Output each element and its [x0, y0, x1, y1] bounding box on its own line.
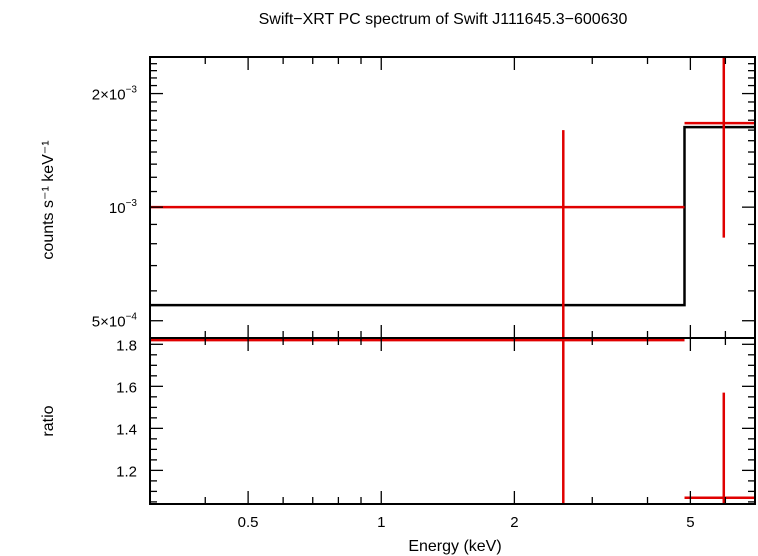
upper-data-point: [150, 130, 685, 338]
lower-y-ticks: 1.2 1.4 1.6 1.8: [116, 337, 755, 503]
model-step-line: [150, 125, 755, 307]
upper-plot-content: [150, 57, 755, 338]
x-axis-label: Energy (keV): [408, 538, 501, 555]
upper-y-tick-label: 2×10−3: [92, 85, 138, 104]
upper-panel: 2×10−3 10−3 5×10−4: [92, 56, 756, 339]
lower-y-tick-label: 1.2: [116, 463, 137, 480]
lower-y-tick-label: 1.8: [116, 337, 137, 354]
x-tick-label: 0.5: [238, 514, 259, 531]
lower-panel-frame: [149, 337, 756, 505]
lower-plot-content: [150, 338, 755, 504]
upper-y-tick-label: 10−3: [109, 198, 138, 217]
lower-y-tick-label: 1.4: [116, 421, 137, 438]
upper-y-tick-label: 5×10−4: [92, 312, 138, 331]
upper-y-ticks: 2×10−3 10−3 5×10−4: [92, 56, 755, 331]
x-tick-labels: 0.5 1 2 5: [238, 514, 695, 531]
lower-y-tick-label: 1.6: [116, 379, 137, 396]
chart-title: Swift−XRT PC spectrum of Swift J111645.3…: [259, 11, 628, 28]
upper-data-point: [684, 57, 755, 238]
x-tick-label: 2: [510, 514, 518, 531]
x-tick-label: 5: [686, 514, 694, 531]
upper-x-ticks: [149, 57, 756, 338]
lower-data-point: [150, 338, 685, 504]
lower-y-axis-label: ratio: [40, 405, 57, 436]
lower-panel: 1.2 1.4 1.6 1.8: [116, 337, 756, 505]
upper-y-axis-label: counts s⁻¹ keV⁻¹: [40, 140, 57, 259]
lower-x-ticks: [149, 338, 756, 504]
x-tick-label: 1: [377, 514, 385, 531]
upper-panel-frame: [149, 56, 756, 339]
lower-data-point: [684, 392, 755, 504]
